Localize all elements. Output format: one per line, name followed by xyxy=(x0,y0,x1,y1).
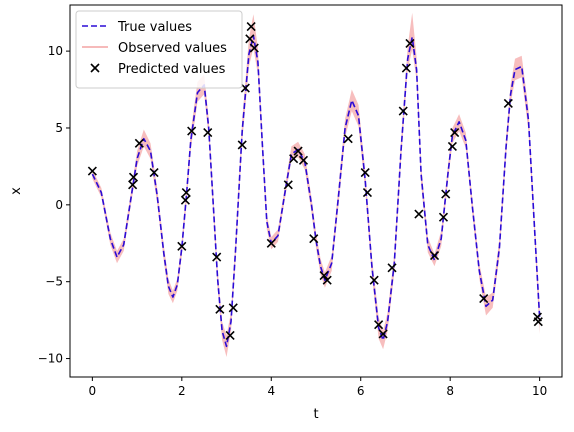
x-tick-label: 8 xyxy=(446,384,454,398)
plot-area xyxy=(87,12,543,357)
predicted-point xyxy=(533,317,543,327)
y-tick-label: −5 xyxy=(45,275,63,289)
x-tick-label: 4 xyxy=(267,384,275,398)
predicted-point xyxy=(441,189,451,199)
predicted-point xyxy=(128,180,138,190)
x-axis-label: t xyxy=(313,407,318,422)
legend: True values Observed values Predicted va… xyxy=(75,10,243,89)
predicted-point xyxy=(87,166,97,176)
predicted-point xyxy=(298,155,309,165)
y-axis: −10 −5 0 5 10 xyxy=(38,44,70,366)
predicted-point xyxy=(215,304,225,314)
predicted-point xyxy=(369,275,379,285)
predicted-point xyxy=(450,128,460,138)
predicted-point xyxy=(128,172,139,182)
legend-true-values-label: True values xyxy=(117,20,192,35)
predicted-point xyxy=(438,212,449,222)
predicted-point xyxy=(322,275,332,285)
predicted-point xyxy=(225,330,235,341)
legend-observed-values-label: Observed values xyxy=(118,41,227,56)
x-tick-label: 0 xyxy=(89,384,97,398)
y-tick-label: 0 xyxy=(55,198,63,212)
predicted-point xyxy=(447,141,457,151)
predicted-point xyxy=(309,234,319,244)
predicted-point xyxy=(240,83,250,93)
predicted-point xyxy=(374,320,384,330)
y-tick-label: 5 xyxy=(55,121,63,135)
predicted-point xyxy=(283,180,293,190)
predicted-point xyxy=(266,238,276,248)
predicted-point xyxy=(479,294,489,304)
predicted-point xyxy=(401,63,411,73)
predicted-point xyxy=(249,43,259,53)
predicted-point xyxy=(378,329,388,339)
y-tick-label: 10 xyxy=(48,44,63,58)
legend-box xyxy=(75,10,243,89)
predicted-point xyxy=(405,38,415,48)
predicted-point xyxy=(228,303,238,313)
predicted-point xyxy=(319,270,329,281)
predicted-point xyxy=(429,250,440,261)
x-axis: 0 2 4 6 8 10 xyxy=(89,377,547,398)
y-axis-label: x xyxy=(9,187,24,195)
predicted-point xyxy=(180,195,190,205)
predicted-point xyxy=(246,21,256,32)
predicted-point xyxy=(362,187,373,198)
predicted-point xyxy=(503,98,513,108)
true-values-line xyxy=(91,34,541,348)
legend-predicted-values-swatch xyxy=(90,63,100,73)
predicted-point xyxy=(398,106,408,116)
predicted-point xyxy=(149,167,159,178)
x-tick-label: 10 xyxy=(532,384,547,398)
predicted-point xyxy=(289,154,299,164)
predicted-point xyxy=(360,167,370,178)
predicted-point xyxy=(177,241,187,251)
y-tick-label: −10 xyxy=(38,352,63,366)
predicted-point xyxy=(293,146,303,156)
x-tick-label: 6 xyxy=(357,384,365,398)
predicted-point xyxy=(203,128,213,138)
predicted-point xyxy=(181,187,191,198)
predicted-point xyxy=(245,34,255,44)
predicted-point xyxy=(187,126,197,136)
axes-frame xyxy=(69,4,563,378)
predicted-point xyxy=(134,138,144,148)
predicted-point xyxy=(237,140,247,150)
predicted-point xyxy=(387,263,397,273)
predicted-point xyxy=(212,252,222,262)
x-tick-label: 2 xyxy=(178,384,186,398)
predicted-point xyxy=(414,209,424,219)
legend-predicted-values-label: Predicted values xyxy=(118,62,226,77)
predicted-point xyxy=(343,134,353,144)
